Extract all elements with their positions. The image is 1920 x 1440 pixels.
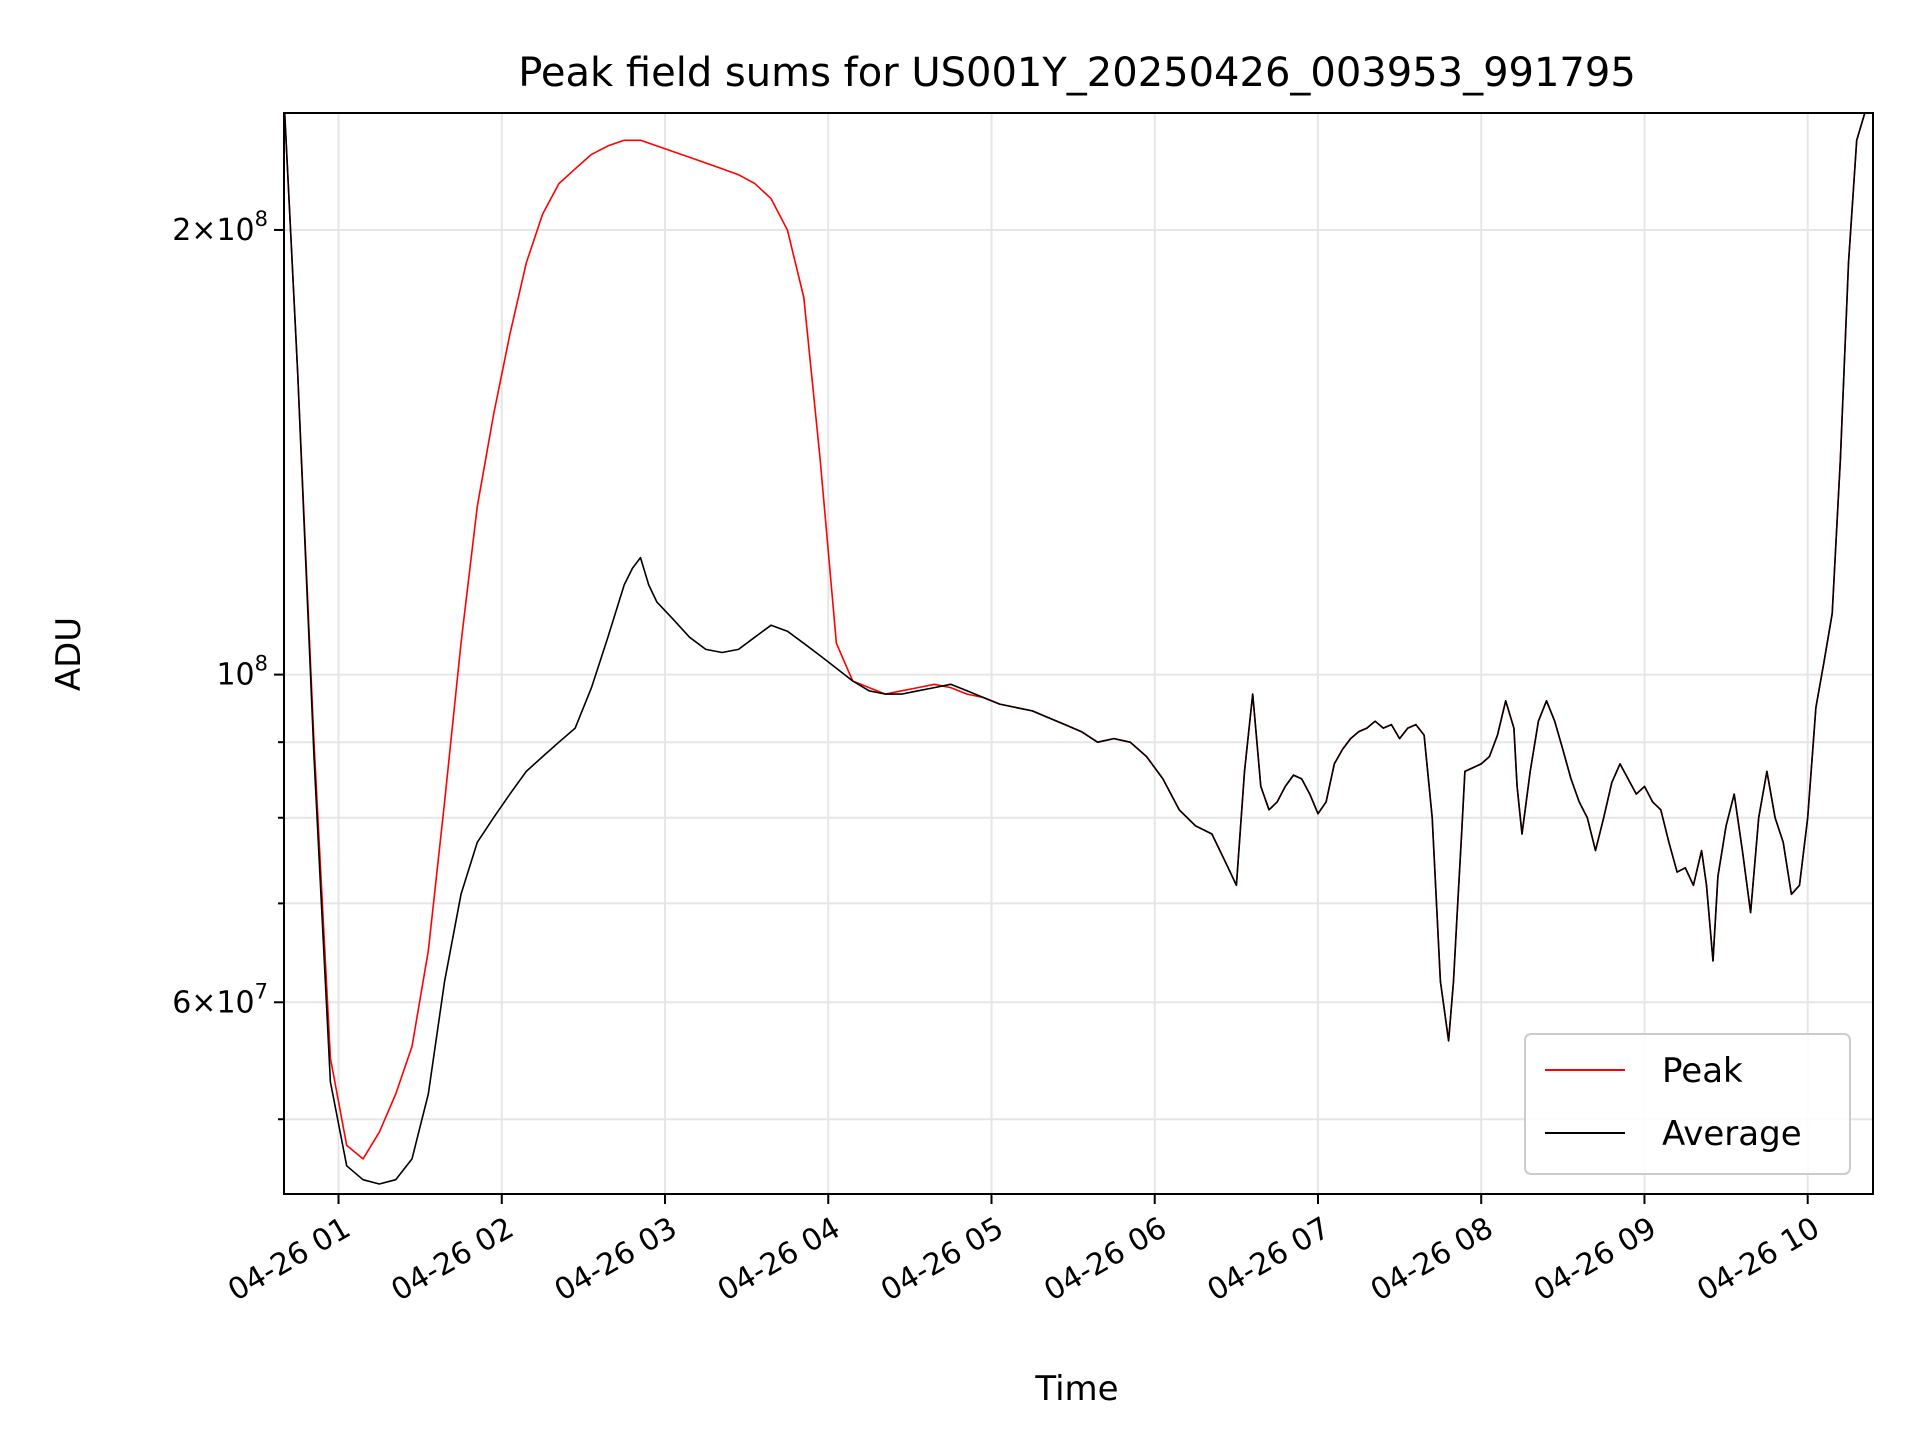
x-tick-label: 04-26 03 (549, 1211, 683, 1309)
x-tick-label: 04-26 01 (222, 1211, 356, 1309)
x-tick-label: 04-26 09 (1528, 1211, 1662, 1309)
grid-layer (284, 113, 1873, 1194)
x-tick-label: 04-26 08 (1365, 1211, 1499, 1309)
x-axis-label: Time (1034, 1369, 1118, 1409)
x-tick-label: 04-26 02 (385, 1211, 519, 1309)
y-tick-label: 6×107 (172, 979, 268, 1020)
axes-frame (283, 112, 1874, 1195)
x-axis-ticks: 04-26 01 04-26 02 04-26 03 04-26 04 04-26 05… (222, 1194, 1826, 1309)
y-tick-label: 2×108 (172, 207, 268, 248)
series-layer (284, 113, 1873, 1185)
y-tick-label: 108 (216, 652, 268, 693)
legend-label-peak: Peak (1662, 1051, 1743, 1091)
y-axis-label: ADU (49, 617, 89, 691)
legend: Peak Average (1524, 1033, 1851, 1175)
y-axis-ticks: 6×107 108 2×108 (172, 207, 284, 1121)
chart-title: Peak field sums for US001Y_20250426_0039… (518, 50, 1636, 96)
x-tick-label: 04-26 05 (875, 1211, 1009, 1309)
series-line-average (284, 113, 1873, 1185)
x-tick-label: 04-26 04 (712, 1211, 846, 1309)
x-tick-label: 04-26 10 (1691, 1211, 1825, 1309)
x-tick-label: 04-26 07 (1202, 1211, 1336, 1309)
x-tick-label: 04-26 06 (1038, 1211, 1172, 1309)
legend-label-average: Average (1662, 1114, 1802, 1154)
